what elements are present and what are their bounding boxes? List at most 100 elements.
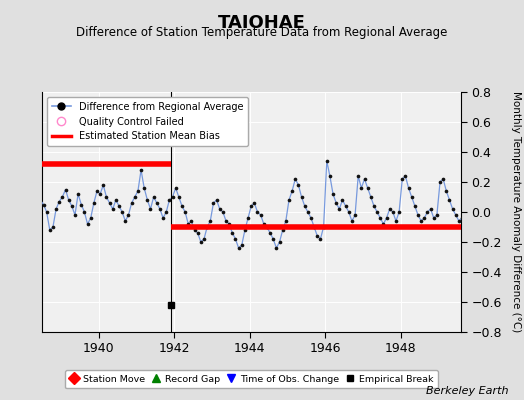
Point (398, 176, 407, 182)
Point (165, 197, 173, 203)
Point (86, 215, 95, 221)
Point (392, 218, 400, 224)
Point (335, 206, 344, 212)
Point (423, 209, 432, 215)
Point (455, 218, 463, 224)
Point (137, 167, 145, 173)
Point (209, 200, 217, 206)
Point (171, 185, 180, 191)
Point (228, 230, 236, 236)
Text: TAIOHAE: TAIOHAE (218, 14, 306, 32)
Point (187, 218, 195, 224)
Point (464, 206, 473, 212)
Point (458, 215, 466, 221)
Point (96, 191, 104, 197)
Point (64, 197, 73, 203)
Point (345, 209, 353, 215)
Point (433, 212, 441, 218)
Point (178, 203, 186, 209)
Point (42, 209, 51, 215)
Point (430, 215, 438, 221)
Point (323, 158, 331, 164)
Point (370, 203, 378, 209)
Point (304, 209, 312, 215)
Point (93, 188, 101, 194)
Point (294, 182, 303, 188)
Point (105, 200, 114, 206)
Point (215, 206, 224, 212)
Point (152, 200, 161, 206)
Point (181, 209, 189, 215)
Point (99, 182, 107, 188)
Point (212, 197, 221, 203)
Point (55, 198, 63, 205)
Point (244, 215, 252, 221)
Point (300, 203, 309, 209)
Point (379, 221, 388, 227)
Point (452, 212, 460, 218)
Point (108, 206, 117, 212)
Y-axis label: Monthly Temperature Anomaly Difference (°C): Monthly Temperature Anomaly Difference (… (511, 91, 521, 333)
Point (102, 194, 111, 200)
Point (405, 185, 413, 191)
Point (408, 194, 416, 200)
Point (36, 197, 45, 203)
Point (231, 236, 239, 242)
Point (288, 188, 296, 194)
Point (471, 200, 479, 206)
Point (272, 245, 280, 251)
Point (320, 224, 328, 230)
Point (162, 209, 170, 215)
Point (275, 239, 283, 245)
Point (149, 194, 158, 200)
Point (401, 173, 410, 179)
Point (439, 176, 447, 182)
Point (361, 176, 369, 182)
Point (71, 212, 79, 218)
Point (49, 224, 57, 230)
Point (354, 173, 363, 179)
Point (436, 179, 444, 185)
Point (420, 215, 429, 221)
Point (449, 206, 457, 212)
Point (156, 206, 164, 212)
Point (146, 206, 155, 212)
Point (250, 200, 258, 206)
Point (118, 209, 126, 215)
Point (174, 194, 183, 200)
Point (80, 209, 89, 215)
Text: Difference of Station Temperature Data from Regional Average: Difference of Station Temperature Data f… (77, 26, 447, 39)
Point (316, 236, 325, 242)
Point (225, 221, 233, 227)
Point (307, 215, 315, 221)
Point (348, 218, 356, 224)
Point (427, 206, 435, 212)
Point (190, 227, 199, 233)
Point (364, 185, 372, 191)
Point (27, 191, 35, 197)
Point (266, 230, 274, 236)
Point (206, 218, 214, 224)
Point (442, 188, 451, 194)
Point (383, 215, 391, 221)
Point (445, 197, 454, 203)
Point (46, 227, 54, 233)
Point (467, 215, 476, 221)
Point (20, 194, 29, 200)
Point (237, 242, 246, 248)
Point (313, 233, 322, 239)
Point (68, 203, 76, 209)
Point (373, 209, 381, 215)
Point (130, 194, 139, 200)
Point (200, 236, 208, 242)
Point (342, 203, 350, 209)
Point (285, 197, 293, 203)
Point (159, 215, 167, 221)
Point (39, 201, 48, 208)
Text: Berkeley Earth: Berkeley Earth (426, 386, 508, 396)
Point (253, 209, 261, 215)
Point (259, 221, 268, 227)
Point (367, 194, 375, 200)
Point (263, 224, 271, 230)
Legend: Station Move, Record Gap, Time of Obs. Change, Empirical Break: Station Move, Record Gap, Time of Obs. C… (65, 370, 438, 388)
